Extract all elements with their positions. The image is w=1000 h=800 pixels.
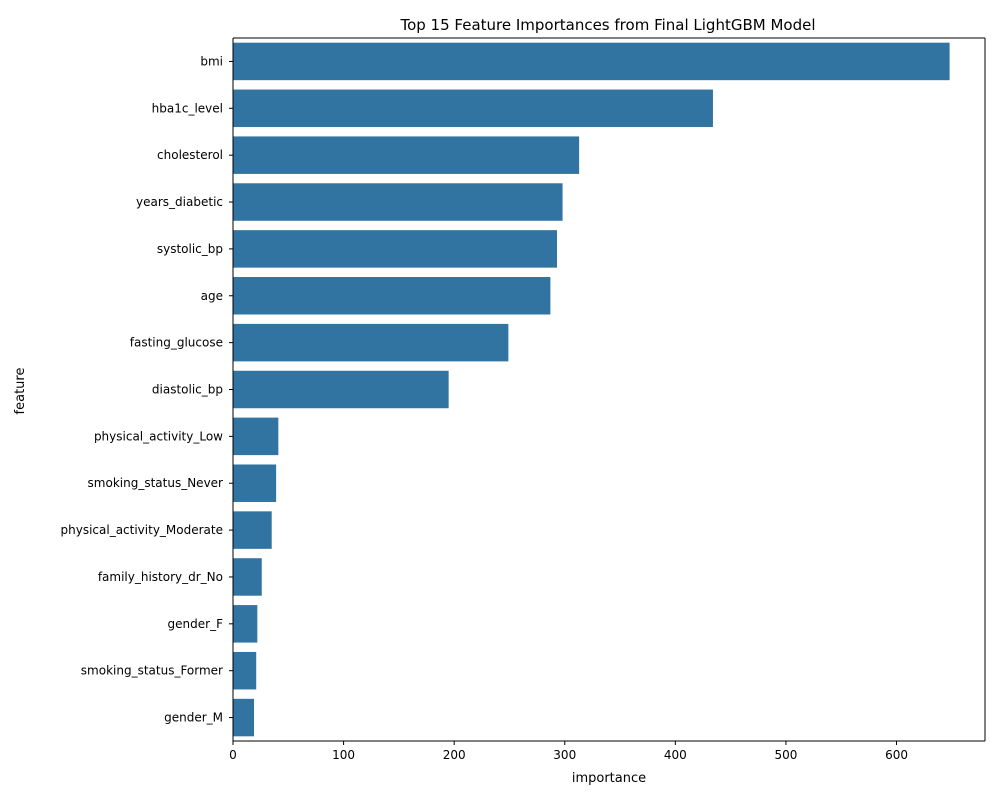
y-tick-label: age [201, 289, 223, 303]
y-tick-label: gender_F [168, 617, 224, 631]
x-tick-label: 400 [664, 748, 687, 762]
x-axis-ticks: 0 100 200 300 400 500 600 [229, 741, 908, 762]
y-tick-label: physical_activity_Moderate [61, 523, 224, 537]
y-tick-label: smoking_status_Never [88, 476, 224, 490]
y-tick-label: smoking_status_Former [81, 664, 223, 678]
bar-physical_activity_Low [233, 417, 279, 456]
bar-smoking_status_Never [233, 464, 277, 502]
x-tick-label: 0 [229, 748, 237, 762]
y-tick-label: diastolic_bp [152, 383, 223, 397]
y-tick-label: fasting_glucose [130, 336, 223, 350]
x-tick-label: 300 [553, 748, 576, 762]
y-tick-label: systolic_bp [157, 242, 223, 256]
y-tick-label: bmi [200, 54, 223, 68]
bar-bmi [233, 42, 950, 81]
bar-smoking_status_Former [233, 651, 257, 690]
x-tick-label: 200 [443, 748, 466, 762]
bar-physical_activity_Moderate [233, 511, 272, 549]
bar-gender_F [233, 605, 258, 643]
bar-family_history_dr_No [233, 558, 262, 596]
chart-title: Top 15 Feature Importances from Final Li… [399, 16, 815, 34]
bar-age [233, 277, 551, 315]
y-tick-label: cholesterol [157, 148, 223, 162]
y-tick-label: gender_M [164, 711, 223, 725]
bar-gender_M [233, 698, 255, 737]
y-axis-label: feature [13, 368, 28, 415]
bar-cholesterol [233, 136, 580, 174]
bar-diastolic_bp [233, 370, 449, 409]
y-tick-label: physical_activity_Low [94, 429, 223, 443]
bar-systolic_bp [233, 230, 558, 268]
y-tick-label: family_history_dr_No [98, 570, 223, 584]
x-tick-label: 600 [885, 748, 908, 762]
bars-group [233, 42, 950, 737]
x-axis-label: importance [572, 771, 646, 786]
bar-hba1c_level [233, 89, 713, 128]
y-tick-label: years_diabetic [136, 195, 223, 209]
x-tick-label: 100 [332, 748, 355, 762]
y-tick-label: hba1c_level [152, 101, 223, 115]
x-tick-label: 500 [774, 748, 797, 762]
bar-fasting_glucose [233, 323, 509, 362]
y-axis-ticks: bmi hba1c_level cholesterol years_diabetics… [61, 54, 233, 725]
bar-years_diabetic [233, 183, 563, 221]
